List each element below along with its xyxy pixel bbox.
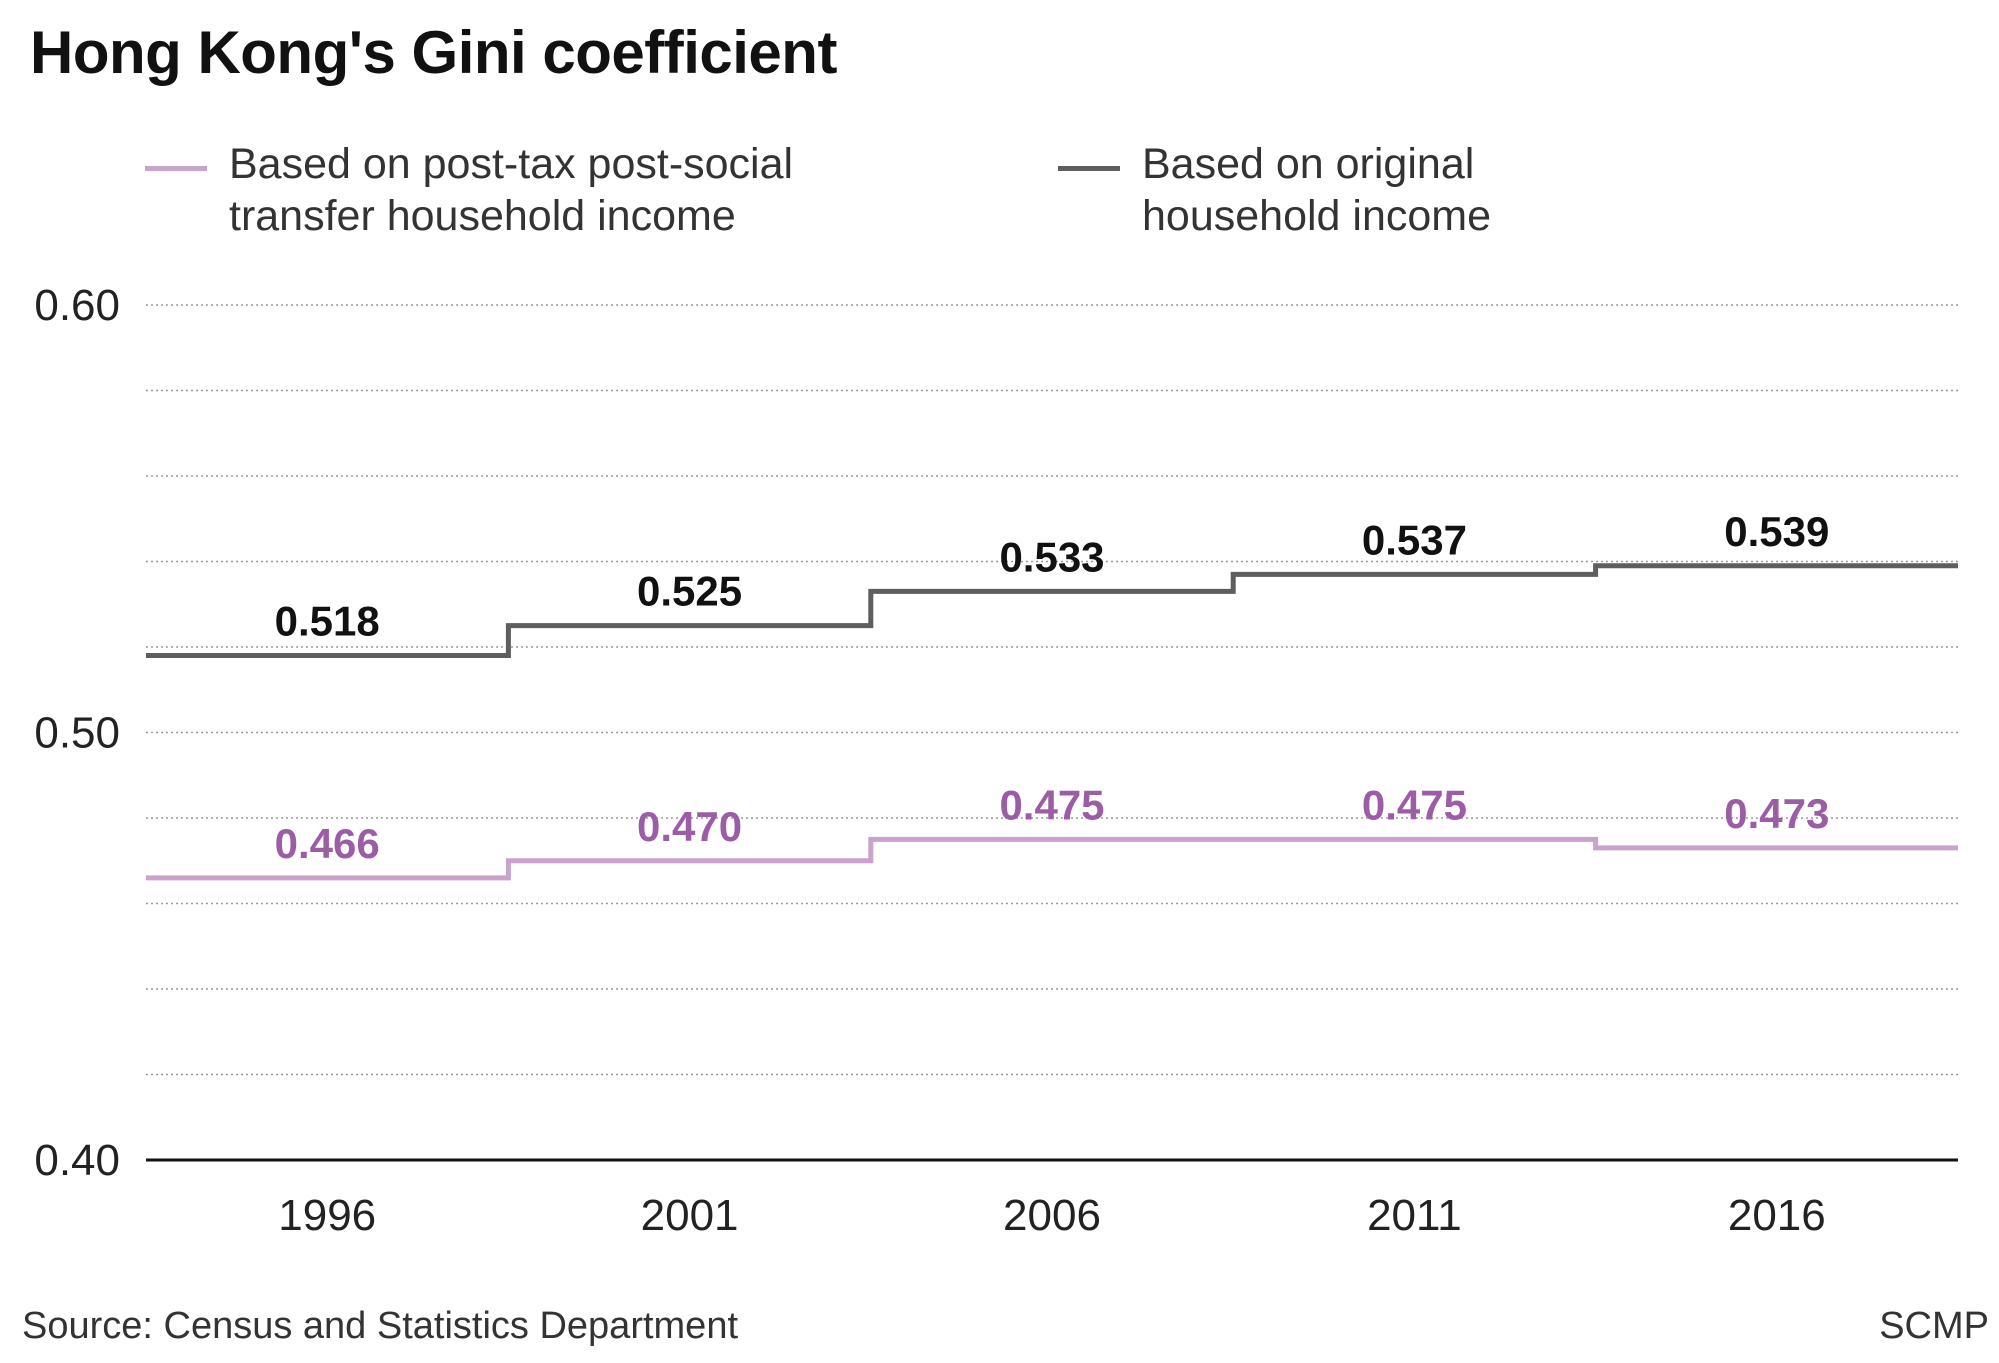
data-label: 0.518 <box>275 598 380 645</box>
data-label: 0.533 <box>999 533 1104 580</box>
legend-label-post-tax: Based on post-tax post-social transfer h… <box>229 140 794 240</box>
legend-swatch-post-tax <box>145 166 207 171</box>
x-tick-label: 2006 <box>1003 1191 1101 1240</box>
data-label: 0.475 <box>1362 781 1467 828</box>
data-label: 0.470 <box>637 803 742 850</box>
legend-item-original: Based on original household income <box>1058 138 1562 242</box>
data-label: 0.525 <box>637 568 742 615</box>
data-label: 0.475 <box>999 781 1104 828</box>
legend-label-original: Based on original household income <box>1142 140 1492 240</box>
data-label: 0.466 <box>275 820 380 867</box>
legend-swatch-original <box>1058 166 1120 171</box>
y-tick-label: 0.50 <box>34 709 120 758</box>
x-tick-label: 2016 <box>1728 1191 1826 1240</box>
publisher-credit: SCMP <box>1879 1305 1989 1347</box>
series-line-1 <box>146 563 1958 659</box>
series-line-0 <box>146 836 1958 881</box>
y-tick-label: 0.60 <box>34 281 120 330</box>
legend-item-post-tax: Based on post-tax post-social transfer h… <box>145 138 869 242</box>
data-label: 0.537 <box>1362 516 1467 563</box>
x-tick-label: 1996 <box>278 1191 376 1240</box>
data-label: 0.473 <box>1724 790 1829 837</box>
data-label: 0.539 <box>1724 508 1829 555</box>
chart-title: Hong Kong's Gini coefficient <box>30 19 837 86</box>
x-tick-label: 2001 <box>641 1191 739 1240</box>
y-tick-label: 0.40 <box>34 1136 120 1185</box>
x-tick-label: 2011 <box>1367 1191 1462 1240</box>
source-note: Source: Census and Statistics Department <box>22 1305 739 1347</box>
